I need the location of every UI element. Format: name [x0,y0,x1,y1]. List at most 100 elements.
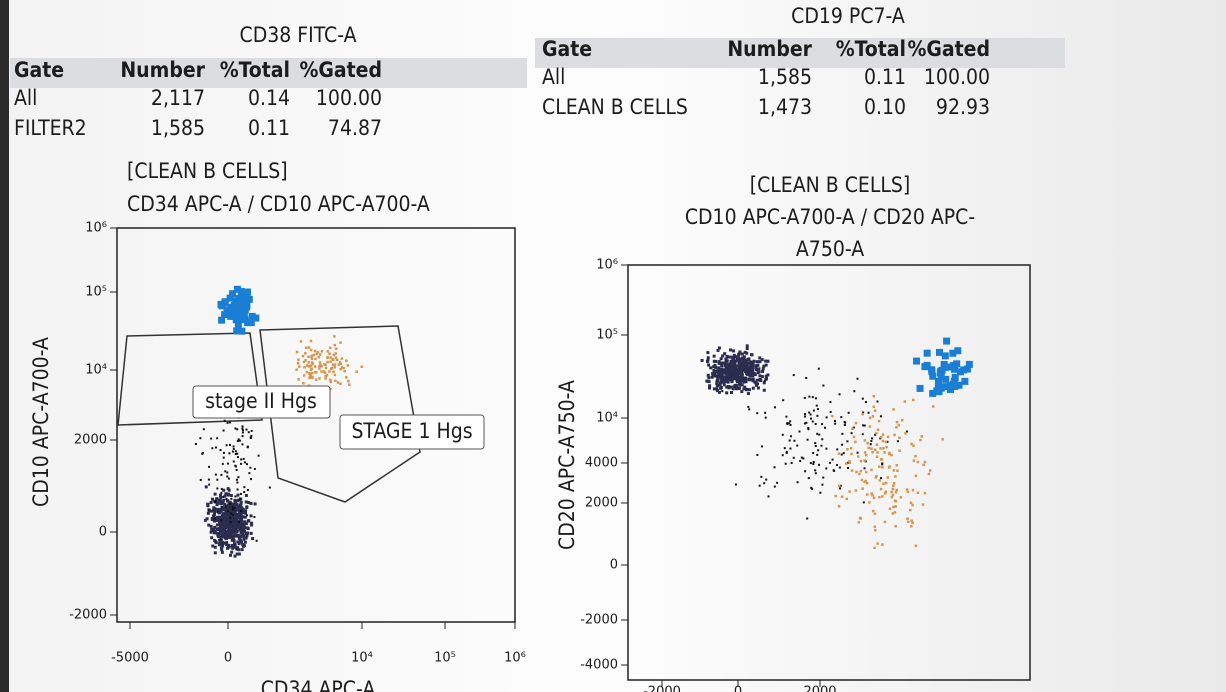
event-dot [872,496,876,500]
gate [259,325,421,503]
event-dot [751,386,755,390]
table-cell: 2,117 [151,86,205,110]
event-dot [876,400,879,403]
event-dot [319,353,322,356]
event-dot [882,447,885,450]
event-dot [230,550,234,554]
event-dot [220,527,224,531]
event-dot [916,491,920,494]
event-dot [789,420,792,423]
event-dot [759,379,763,383]
event-dot [863,439,867,442]
event-dot [241,443,244,446]
event-dot [756,453,759,456]
event-dot [244,522,248,526]
event-dot [860,478,864,482]
event-dot [881,463,884,466]
event-dot [853,390,856,393]
event-dot [814,422,817,425]
event-dot [729,373,733,377]
event-dot [214,473,217,476]
event-dot [886,435,890,439]
event-dot [736,357,740,361]
event-dot [347,379,350,383]
event-dot [268,486,271,489]
event-dot [234,495,237,498]
event-dot [219,496,223,500]
tick-label: 10⁵ [85,285,107,300]
event-dot [951,373,959,381]
event-dot [245,514,248,517]
event-dot [716,376,720,380]
event-dot [719,357,723,361]
event-dot [339,341,342,344]
event-dot [337,363,341,366]
event-dot [790,461,793,464]
event-dot [339,382,342,385]
event-dot [223,494,227,498]
event-dot [800,456,803,459]
event-dot [929,389,937,397]
event-dot [240,548,244,552]
event-dot [242,523,246,527]
event-dot [762,364,766,368]
event-dot [360,365,364,369]
y-axis-label: CD20 APC-A750-A [555,380,579,550]
event-dot [881,462,884,465]
event-dot [213,507,217,511]
event-dot [732,371,736,375]
event-dot [861,412,864,416]
event-dot [749,363,753,367]
event-dot [239,290,247,298]
event-dot [222,456,225,459]
event-dot [221,462,224,465]
event-dot [713,363,717,367]
event-dot [755,360,759,364]
event-dot [764,411,767,414]
event-dot [744,380,748,384]
event-dot [233,528,237,532]
event-dot [763,380,766,383]
event-dot [909,501,913,505]
event-dot [745,347,749,351]
event-dot [247,501,251,505]
event-dot [738,358,742,362]
event-dot [937,384,945,392]
event-dot [812,460,815,463]
event-dot [870,447,873,450]
event-dot [215,523,219,527]
event-dot [767,495,770,498]
table-cell: 1,585 [151,116,205,140]
event-dot [243,486,246,489]
event-dot [210,437,213,440]
event-dot [228,533,232,537]
event-dot [243,515,247,519]
event-dot [329,360,332,363]
event-dot [871,494,874,497]
event-dot [240,516,244,520]
event-dot [234,465,237,468]
event-dot [735,379,739,383]
event-dot [222,429,225,432]
event-dot [238,528,242,532]
event-dot [241,511,245,515]
event-dot [886,476,889,479]
event-dot [231,508,234,511]
event-dot [841,432,844,435]
plot-frame [627,264,1031,681]
event-dot [246,489,249,492]
event-dot [720,379,724,383]
tick-label: 10⁵ [434,651,456,666]
event-dot [332,370,335,373]
event-dot [894,505,898,508]
event-dot [748,408,751,411]
event-dot [749,362,753,366]
event-dot [227,500,231,504]
event-dot [238,327,246,335]
event-dot [788,422,791,425]
event-dot [916,384,924,392]
gate-label: stage II Hgs [205,389,317,413]
event-dot [237,520,240,523]
event-dot [199,478,202,481]
